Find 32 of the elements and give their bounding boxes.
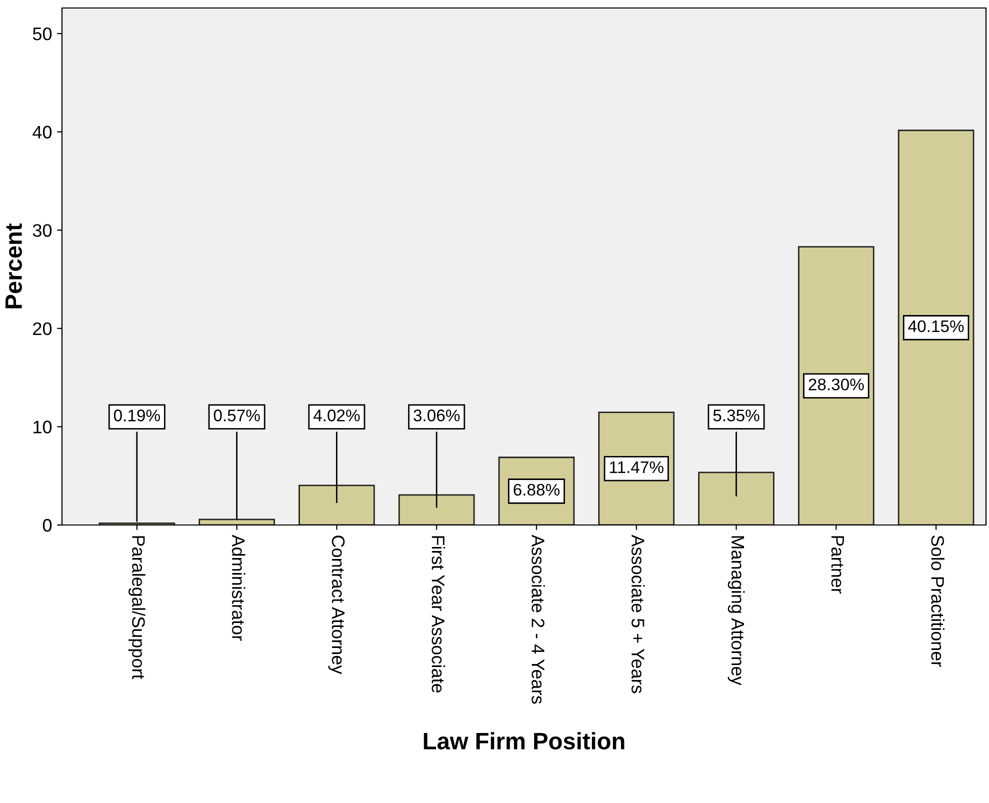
data-label: 28.30% (808, 378, 864, 390)
x-tick-label: Contract Attorney (328, 536, 345, 674)
x-tick-label: Administrator (232, 534, 246, 641)
x-axis-title: Law Firm Position (424, 732, 624, 750)
y-tick-label: 40 (32, 126, 52, 139)
data-label: 0.19% (114, 410, 160, 422)
y-tick-label: 30 (32, 224, 52, 237)
bar (298, 484, 375, 525)
data-label: 5.35% (713, 410, 760, 422)
x-tick-label: First Year Associate (432, 536, 446, 693)
data-label: 40.15% (908, 320, 964, 332)
bar (198, 518, 275, 525)
data-label: 4.02% (313, 410, 360, 422)
x-tick-label: Solo Practitioner (931, 536, 944, 667)
y-tick-label: 0 (42, 518, 52, 532)
bar (698, 472, 774, 525)
x-tick-label: Managing Attorney (728, 536, 745, 686)
data-label: 0.57% (214, 410, 260, 422)
x-tick-label: Associate 5 + Years (632, 534, 645, 694)
y-tick-label: 10 (34, 420, 52, 434)
y-tick-label: 50 (32, 27, 52, 40)
bar (398, 494, 475, 525)
bar (898, 130, 974, 525)
y-axis-title: Percent (6, 223, 22, 308)
x-tick-label: Associate 2 - 4 Years (532, 534, 545, 704)
data-label: 6.88% (514, 484, 560, 496)
y-tick-label: 20 (33, 322, 52, 336)
bar (798, 246, 874, 525)
data-label: 11.47% (610, 461, 664, 474)
x-tick-label: Partner (831, 536, 844, 594)
x-tick-label: Paralegal/Support (128, 536, 146, 680)
data-label: 3.06% (414, 410, 460, 422)
